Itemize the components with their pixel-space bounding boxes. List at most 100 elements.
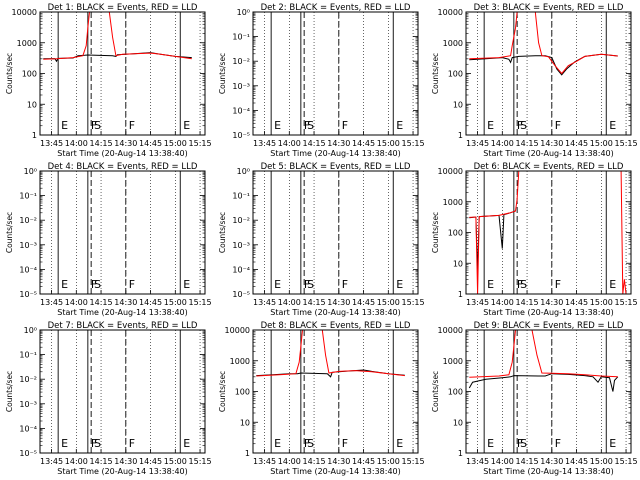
x-tick-label: 15:00 — [590, 139, 613, 148]
x-axis-label: Start Time (20-Aug-14 13:38:40) — [483, 149, 614, 158]
x-axis-label: Start Time (20-Aug-14 13:38:40) — [270, 308, 401, 317]
series-line-lld — [469, 171, 627, 294]
y-tick-label: 1000 — [443, 198, 463, 207]
event-marker-label: E — [183, 278, 190, 291]
x-tick-label: 14:45 — [352, 457, 375, 466]
series-group — [469, 171, 627, 294]
y-tick-label: 10⁰ — [237, 8, 250, 17]
x-tick-label: 15:00 — [377, 139, 400, 148]
event-marker-label: E — [274, 119, 281, 132]
y-tick-label: 10 — [453, 100, 463, 109]
y-tick-label: 10⁻⁵ — [232, 131, 250, 140]
y-tick-label: 10⁻⁴ — [19, 424, 37, 433]
x-tick-label: 15:15 — [615, 139, 638, 148]
y-tick-label: 1000 — [230, 357, 250, 366]
event-marker-label: S — [520, 119, 527, 132]
series-line-lld — [469, 12, 618, 75]
y-tick-label: 10⁰ — [24, 167, 37, 176]
series-line-events — [469, 53, 618, 76]
panel-title: Det 8: BLACK = Events, RED = LLD — [261, 321, 411, 331]
x-tick-label: 14:30 — [327, 298, 350, 307]
panel-title: Det 5: BLACK = Events, RED = LLD — [261, 162, 411, 172]
x-tick-label: 15:00 — [377, 457, 400, 466]
y-tick-label: 10⁻⁵ — [19, 290, 37, 299]
panel-title: Det 6: BLACK = Events, RED = LLD — [474, 162, 624, 172]
x-tick-label: 14:15 — [303, 457, 326, 466]
y-tick-label: 1 — [458, 449, 463, 458]
y-tick-label: 10⁻⁴ — [19, 265, 37, 274]
chart-panel-1: 13:45 14:00 14:15 14:30 14:45 15:00 15:15E FS F E… — [5, 3, 212, 158]
y-tick-label: 100 — [235, 388, 250, 397]
y-tick-label: 10⁻³ — [232, 82, 250, 91]
x-tick-label: 14:30 — [114, 139, 137, 148]
event-marker-label: E — [274, 437, 281, 450]
x-axis-label: Start Time (20-Aug-14 13:38:40) — [270, 467, 401, 476]
panel-title: Det 2: BLACK = Events, RED = LLD — [261, 3, 411, 13]
panel-title: Det 7: BLACK = Events, RED = LLD — [48, 321, 198, 331]
x-tick-label: 14:30 — [540, 298, 563, 307]
y-tick-label: 10⁻⁴ — [232, 106, 250, 115]
x-tick-label: 14:15 — [516, 457, 539, 466]
x-tick-label: 14:30 — [114, 298, 137, 307]
event-marker-label: F — [91, 119, 97, 132]
y-tick-label: 10⁰ — [237, 167, 250, 176]
x-tick-label: 15:00 — [377, 298, 400, 307]
chart-panel-3: 13:45 14:00 14:15 14:30 14:45 15:00 15:15E FS F E… — [431, 3, 638, 158]
event-marker-label: F — [304, 437, 310, 450]
event-marker-label: F — [129, 278, 135, 291]
x-tick-label: 14:45 — [139, 139, 162, 148]
x-tick-label: 15:00 — [164, 457, 187, 466]
y-tick-label: 10 — [453, 418, 463, 427]
event-marker-label: E — [487, 278, 494, 291]
y-tick-label: 10⁻³ — [19, 241, 37, 250]
y-tick-label: 10⁻² — [232, 57, 250, 66]
event-marker-label: S — [520, 437, 527, 450]
event-marker-label: S — [94, 119, 101, 132]
x-tick-label: 14:30 — [540, 139, 563, 148]
y-axis-label: Counts/sec — [218, 53, 227, 94]
plot-frame — [465, 329, 632, 454]
x-tick-label: 14:30 — [540, 457, 563, 466]
y-tick-label: 10⁻⁴ — [232, 265, 250, 274]
y-tick-label: 1000 — [443, 39, 463, 48]
plot-frame — [39, 170, 206, 295]
panel-title: Det 9: BLACK = Events, RED = LLD — [474, 321, 624, 331]
y-tick-label: 100 — [448, 388, 463, 397]
chart-panel-5: 13:45 14:00 14:15 14:30 14:45 15:00 15:15E FS F E… — [218, 162, 425, 317]
x-tick-label: 14:15 — [303, 139, 326, 148]
event-marker-label: E — [183, 437, 190, 450]
y-tick-label: 10000 — [438, 8, 463, 17]
x-tick-label: 14:00 — [65, 139, 88, 148]
y-tick-label: 10⁻² — [19, 375, 37, 384]
x-tick-label: 13:45 — [40, 298, 63, 307]
series-group — [256, 330, 405, 378]
event-marker-label: F — [342, 278, 348, 291]
x-tick-label: 14:45 — [139, 298, 162, 307]
y-tick-label: 1 — [458, 131, 463, 140]
panel-title: Det 3: BLACK = Events, RED = LLD — [474, 3, 624, 13]
x-tick-label: 13:45 — [466, 298, 489, 307]
y-tick-label: 10⁰ — [24, 326, 37, 335]
y-tick-label: 10000 — [12, 8, 37, 17]
x-tick-label: 14:30 — [327, 139, 350, 148]
event-marker-label: S — [307, 278, 314, 291]
x-tick-label: 15:00 — [590, 298, 613, 307]
y-tick-label: 1000 — [17, 39, 37, 48]
x-tick-label: 13:45 — [253, 139, 276, 148]
chart-panel-9: 13:45 14:00 14:15 14:30 14:45 15:00 15:15E FS F E… — [431, 321, 638, 476]
x-tick-label: 14:45 — [565, 457, 588, 466]
plot-frame — [39, 11, 206, 136]
y-tick-label: 10⁻² — [232, 216, 250, 225]
event-marker-label: F — [555, 278, 561, 291]
y-tick-label: 10⁻¹ — [19, 192, 37, 201]
x-tick-label: 13:45 — [466, 457, 489, 466]
series-line-events — [43, 52, 192, 63]
event-marker-label: S — [94, 437, 101, 450]
y-axis-label: Counts/sec — [431, 53, 440, 94]
y-axis-label: Counts/sec — [218, 212, 227, 253]
plot-frame — [252, 329, 419, 454]
y-axis-label: Counts/sec — [5, 53, 14, 94]
y-tick-label: 10⁻⁵ — [232, 290, 250, 299]
event-marker-label: E — [609, 119, 616, 132]
event-marker-label: E — [61, 437, 68, 450]
